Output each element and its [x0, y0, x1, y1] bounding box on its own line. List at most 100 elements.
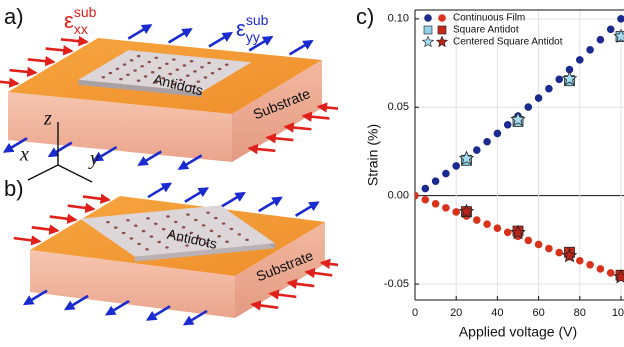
panel-label: c): [356, 4, 374, 29]
antidot: [157, 66, 162, 70]
point: [524, 103, 533, 111]
x-tick-label: 100: [612, 307, 624, 319]
strain-arrow: [268, 289, 297, 300]
point: [438, 14, 446, 22]
antidot: [186, 213, 190, 216]
x-tick-label: 20: [450, 307, 462, 319]
strain-arrow: [319, 258, 338, 270]
point: [534, 240, 543, 249]
antidot: [166, 215, 170, 218]
antidot: [210, 72, 215, 75]
strain-arrow: [49, 213, 78, 224]
y-axis-label: Strain (%): [365, 124, 381, 186]
axis-z: z: [43, 108, 52, 130]
axis-x: x: [19, 144, 29, 166]
antidot: [122, 63, 127, 66]
antidot: [136, 79, 141, 82]
plate-side: [134, 243, 275, 262]
antidot: [177, 238, 181, 242]
substrate-side: [30, 250, 235, 318]
antidot: [145, 248, 149, 251]
point: [431, 200, 440, 208]
antidot: [193, 70, 197, 73]
antidot: [174, 220, 178, 224]
antidot: [115, 67, 120, 71]
antidot: [147, 60, 152, 64]
point: [561, 247, 578, 263]
antidot: [154, 56, 159, 59]
legend-label: Continuous Film: [453, 13, 525, 24]
antidot: [129, 237, 134, 240]
strain-arrow: [0, 77, 20, 88]
antidot: [217, 67, 222, 71]
antidot: [168, 72, 173, 76]
antidot: [153, 222, 158, 226]
antidot: [200, 66, 204, 69]
antidot: [237, 233, 242, 236]
epsilon: ε: [236, 16, 246, 41]
antidot: [207, 61, 211, 65]
point: [452, 162, 461, 170]
antidot: [157, 240, 161, 244]
point: [510, 111, 526, 127]
x-tick-label: 40: [491, 307, 503, 319]
axis-arrow: [27, 164, 59, 181]
axis-arrow: [57, 164, 93, 183]
antidot: [194, 218, 198, 222]
point: [555, 75, 563, 84]
point: [458, 203, 475, 219]
strain-arrow: [45, 45, 74, 56]
antidot: [181, 226, 186, 229]
antidot: [161, 77, 165, 80]
point: [435, 35, 449, 48]
antidot: [165, 62, 169, 65]
point: [421, 35, 435, 48]
point: [606, 25, 615, 34]
strain-arrow: [2, 137, 28, 153]
antidot: [143, 75, 148, 78]
antidot: [129, 59, 134, 62]
point: [596, 265, 605, 273]
antidot: [217, 235, 222, 238]
strain-arrow: [60, 35, 89, 47]
antidot: [140, 65, 144, 68]
antidot: [113, 226, 118, 229]
strain-arrow: [208, 32, 234, 48]
antidot: [106, 220, 110, 224]
strain-arrow: [283, 122, 312, 133]
point: [458, 150, 475, 166]
strain-arrow: [304, 267, 333, 279]
antidot: [189, 84, 194, 88]
y-tick-label: 0.05: [388, 101, 409, 113]
antidot: [172, 58, 176, 61]
point: [424, 14, 432, 22]
antidot: [161, 228, 166, 231]
antidot: [201, 224, 206, 227]
point: [524, 236, 533, 245]
antidot: [214, 216, 218, 220]
superscript: sub: [246, 12, 269, 28]
strain-arrow: [31, 224, 60, 235]
antidot: [186, 74, 190, 77]
antidot: [225, 240, 229, 243]
x-tick-label: 80: [574, 307, 586, 319]
antidot: [175, 68, 180, 71]
y-tick-label: 0.10: [388, 13, 409, 25]
strain-arrow: [258, 196, 283, 213]
strain-arrow: [184, 187, 210, 203]
antidot: [121, 231, 126, 235]
strain-arrow: [177, 154, 203, 170]
antidot: [149, 235, 154, 238]
antidot: [182, 64, 187, 67]
point: [606, 269, 615, 277]
strain-arrow: [82, 193, 111, 204]
superscript: sub: [74, 4, 97, 20]
strain-arrow: [286, 278, 315, 290]
point: [613, 268, 624, 284]
point: [421, 195, 430, 204]
strain-arrow: [145, 305, 171, 321]
plate-top: [78, 50, 252, 92]
strain-arrow: [47, 141, 73, 158]
